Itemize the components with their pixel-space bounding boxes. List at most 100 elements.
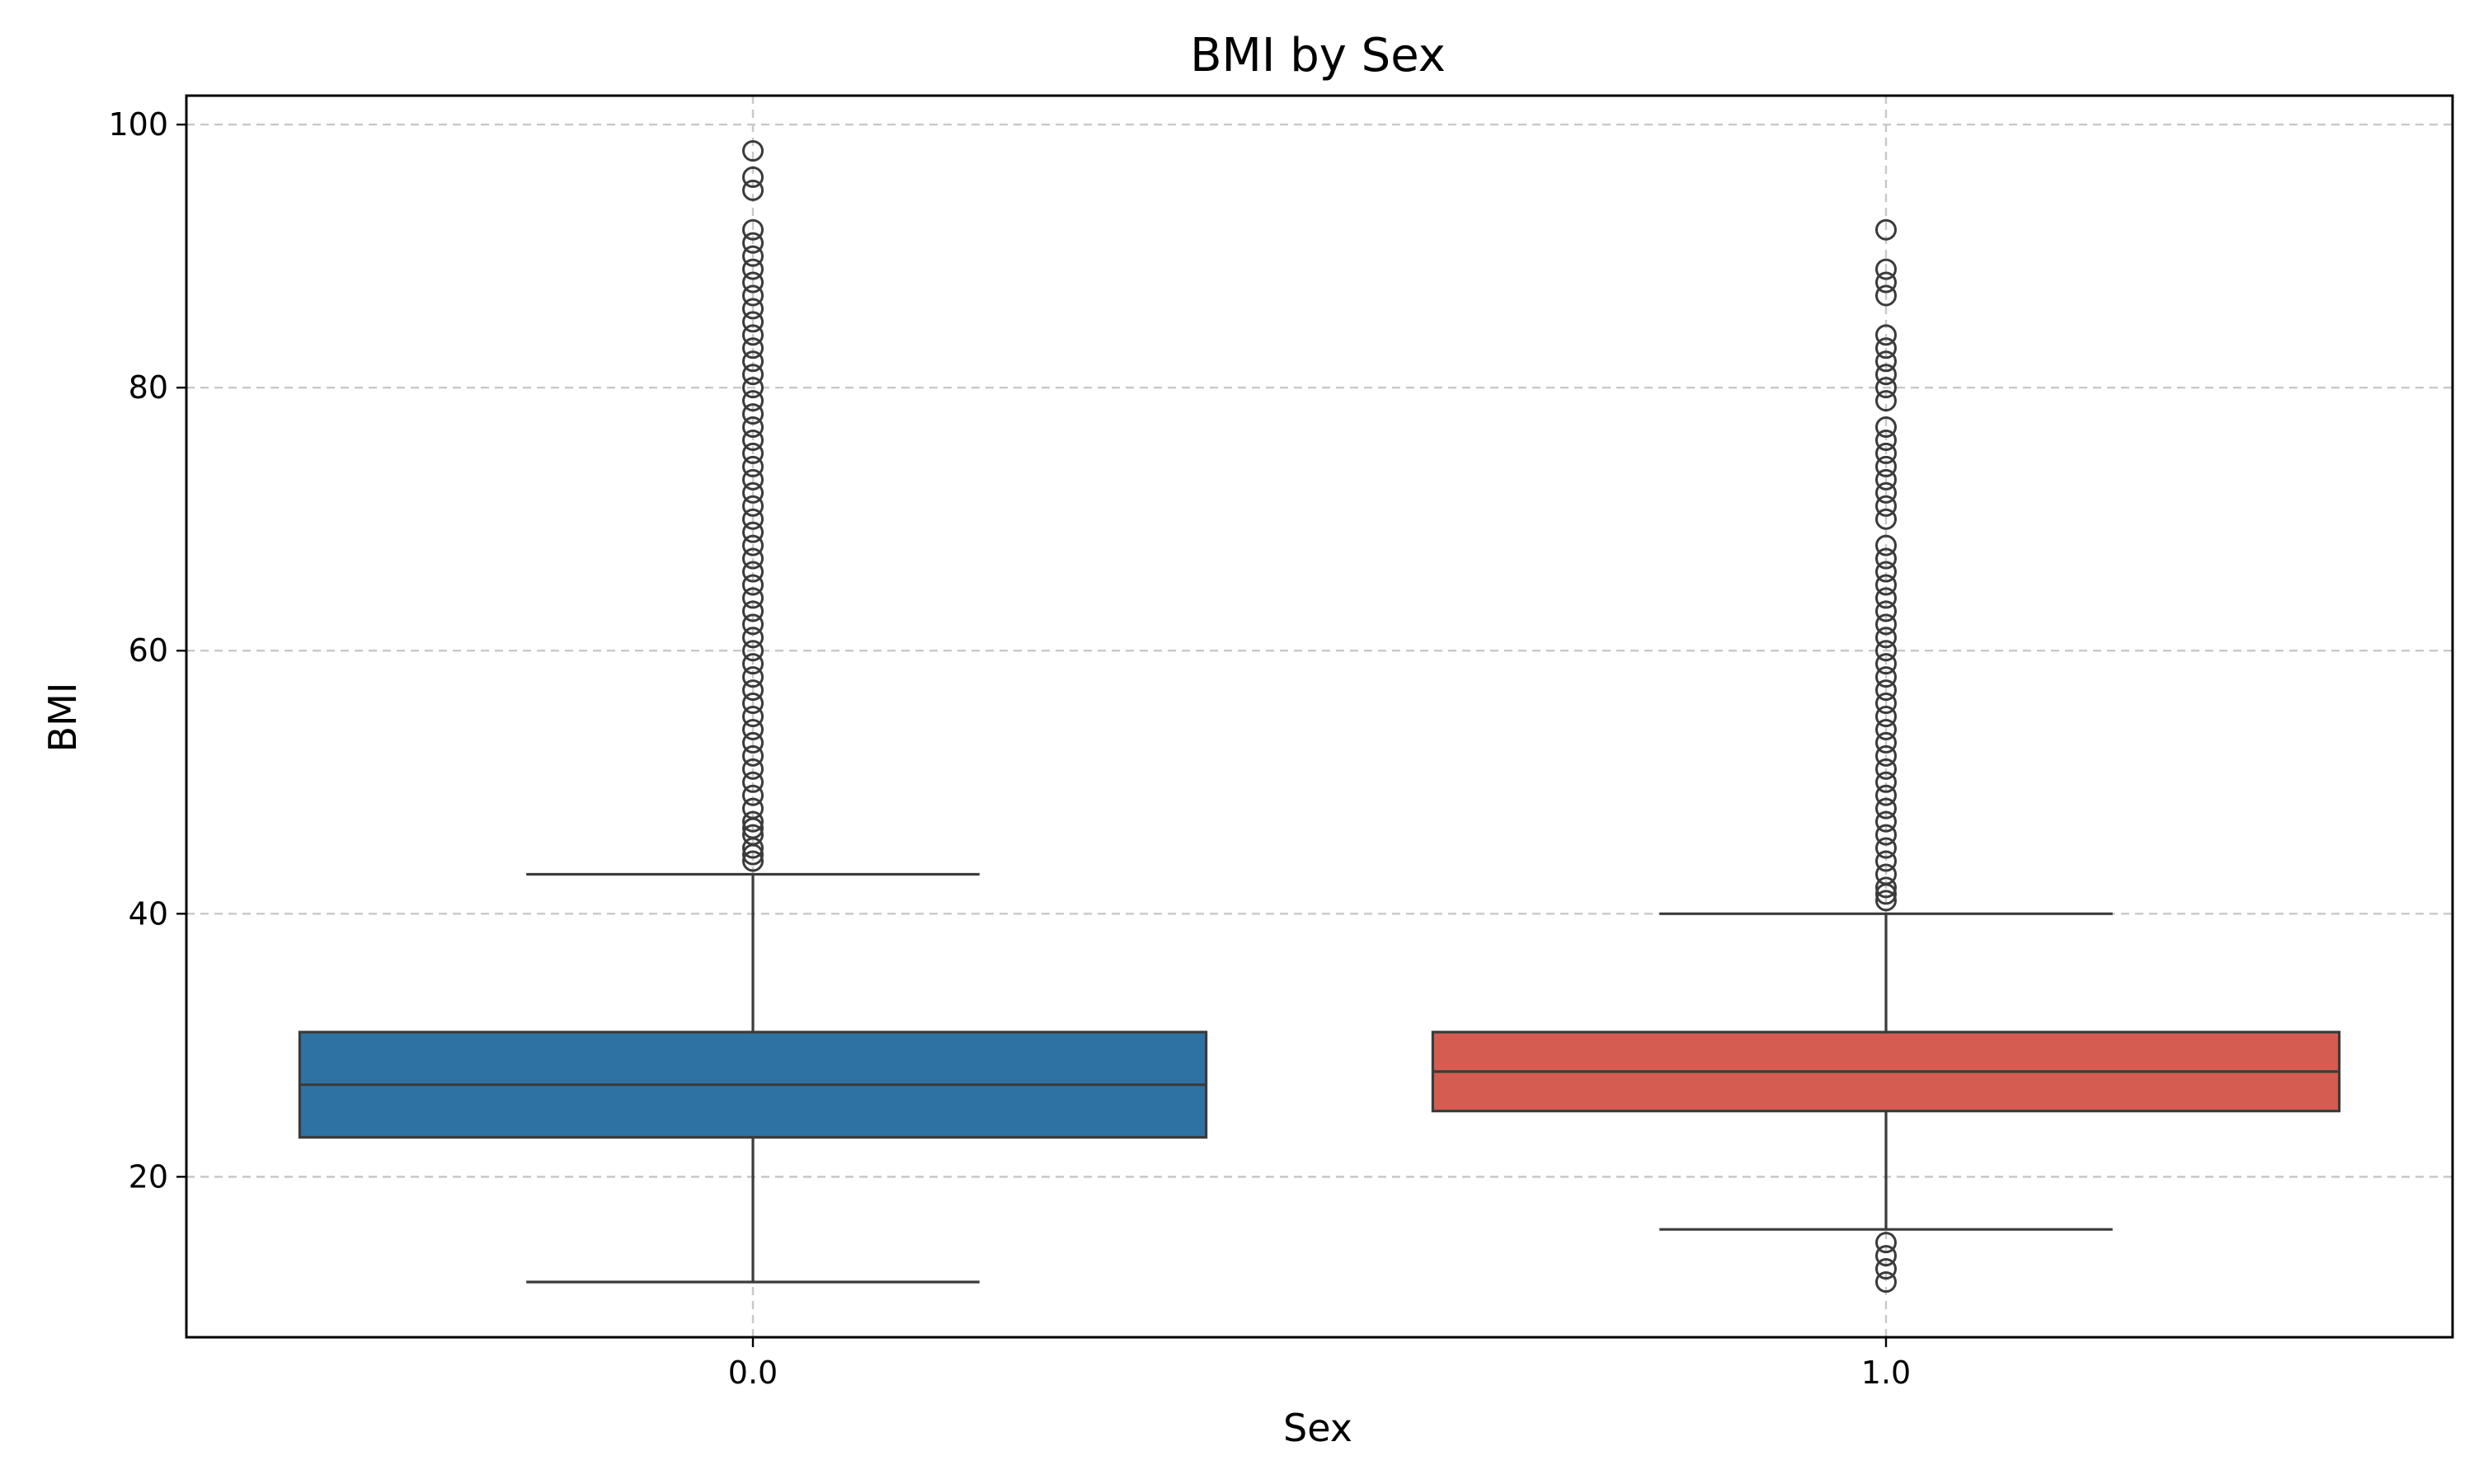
outlier-point [742,771,764,793]
outlier-point [1875,495,1897,517]
outlier-point [742,824,764,846]
outlier-point [742,653,764,675]
outlier-point [1875,693,1897,715]
outlier-point [1875,666,1897,688]
outlier-point [1875,442,1897,464]
outlier-point [1875,797,1897,819]
outlier-point [1875,876,1897,899]
outlier-point [742,574,764,596]
outlier-point [1875,784,1897,806]
outlier-point [1875,731,1897,754]
y-tick-label: 80 [129,369,168,406]
box-group-1.0 [1431,218,2341,1293]
outlier-point [1875,587,1897,609]
outlier-point [1875,218,1897,241]
outlier-point [742,364,764,386]
x-axis-label: Sex [1283,1406,1352,1450]
outlier-point [742,600,764,622]
outlier-point [1875,574,1897,596]
outlier-point [742,810,764,833]
outlier-point [1875,718,1897,740]
outlier-point [742,706,764,727]
outlier-point [742,666,764,688]
outlier-point [742,468,764,491]
plot-frame [185,94,2454,1339]
outlier-point [1875,390,1897,412]
outlier-point [1875,364,1897,386]
outlier-point [742,166,764,188]
outlier-point [742,390,764,412]
outlier-point [742,481,764,504]
outlier-point [742,495,764,517]
outlier-point [1875,890,1897,912]
outlier-point [1875,455,1897,477]
outlier-point [742,416,764,439]
outlier-point [1875,416,1897,439]
outlier-point [1875,653,1897,675]
outlier-point [742,337,764,359]
y-tick-label: 100 [108,106,168,143]
outlier-point [1875,744,1897,767]
chart-title: BMI by Sex [1190,29,1446,82]
outlier-point [1875,1232,1897,1254]
outlier-point [1875,350,1897,373]
outlier-point [1875,337,1897,359]
outlier-point [742,271,764,294]
outlier-point [1875,508,1897,530]
outlier-point [1875,863,1897,885]
outlier-point [742,140,764,162]
x-tick-label: 1.0 [1861,1355,1911,1391]
outlier-point [742,640,764,662]
outlier-point [1875,810,1897,833]
outlier-point [742,850,764,872]
box-group-0.0 [298,140,1208,1284]
outlier-point [742,521,764,543]
outlier-point [1875,837,1897,859]
outlier-point [1875,771,1897,793]
outlier-point [1875,561,1897,583]
outlier-point [742,744,764,767]
outlier-point [1875,613,1897,636]
outlier-point [742,455,764,477]
outlier-point [742,627,764,649]
outlier-point [742,758,764,780]
outlier-point [1875,258,1897,280]
outlier-point [1875,758,1897,780]
outlier-point [742,561,764,583]
outlier-point [1875,1245,1897,1267]
box-plots [298,140,2341,1293]
outlier-point [742,679,764,702]
y-tick-label: 20 [129,1158,168,1195]
outlier-point [742,298,764,320]
x-tick-label: 0.0 [728,1355,778,1391]
outlier-point [1875,377,1897,399]
outlier-point [742,693,764,715]
outlier-point [742,731,764,754]
outlier-point [742,377,764,399]
outlier-point [742,613,764,636]
outlier-point [1875,468,1897,491]
outlier-point [1875,1258,1897,1280]
outlier-point [1875,600,1897,622]
outlier-point [1875,481,1897,504]
outlier-point [1875,850,1897,872]
outlier-point [742,797,764,819]
outlier-point [742,258,764,280]
outlier-point [742,324,764,346]
outlier-point [1875,824,1897,846]
outlier-point [742,218,764,241]
outlier-point [742,547,764,570]
outlier-point [742,245,764,267]
y-axis-label: BMI [40,683,85,753]
outlier-point [742,350,764,373]
outlier-point [742,534,764,556]
outlier-point [742,784,764,806]
outlier-point [742,429,764,451]
outlier-point [742,284,764,307]
outlier-point [742,179,764,201]
outlier-point [1875,627,1897,649]
outlier-point [742,311,764,333]
outlier-point [1875,429,1897,451]
outlier-point [742,587,764,609]
